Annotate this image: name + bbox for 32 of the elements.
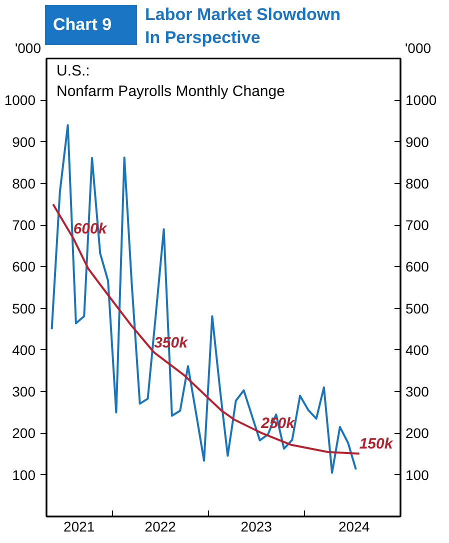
x-tick-label: 2022	[144, 518, 176, 534]
y-tick-label: 700	[12, 217, 36, 234]
y-tick-label: 1000	[4, 92, 36, 108]
y-tick-label: 800	[12, 175, 36, 192]
y2-tick-label: 600	[406, 258, 430, 275]
y-tick-label: 600	[12, 258, 36, 275]
y2-tick-label: 900	[406, 134, 430, 150]
y-tick-label: 500	[12, 300, 36, 316]
line-series	[50, 124, 357, 474]
y2-axis-title: '000	[405, 39, 432, 58]
y2-tick-label: 400	[406, 342, 430, 358]
line-series	[52, 203, 360, 455]
annotation: 150k	[359, 436, 394, 453]
x-tick-label: 2021	[64, 518, 95, 534]
y-axis-title: '000	[14, 39, 41, 58]
y-tick-label: 300	[12, 384, 36, 400]
y2-tick-label: 700	[406, 217, 430, 234]
y2-tick-label: 100	[406, 466, 430, 483]
x-tick-label: 2024	[338, 518, 370, 534]
y-tick-label: 200	[12, 425, 36, 442]
y-tick-label: 900	[12, 134, 36, 150]
y2-tick-label: 500	[406, 300, 430, 316]
y-tick-label: 100	[12, 466, 36, 483]
caption: Chart 9	[45, 5, 137, 45]
y-tick-label: 400	[12, 342, 36, 358]
chart-title: Labor Market Slowdown In Perspective	[145, 4, 341, 49]
y2-tick-label: 800	[406, 175, 430, 192]
y2-tick-label: 1000	[406, 92, 437, 108]
y2-tick-label: 200	[406, 425, 430, 442]
y2-tick-label: 300	[406, 384, 430, 400]
text: U.S.: Nonfarm Payrolls Monthly Change	[56, 62, 285, 100]
x-tick-label: 2023	[240, 518, 272, 534]
